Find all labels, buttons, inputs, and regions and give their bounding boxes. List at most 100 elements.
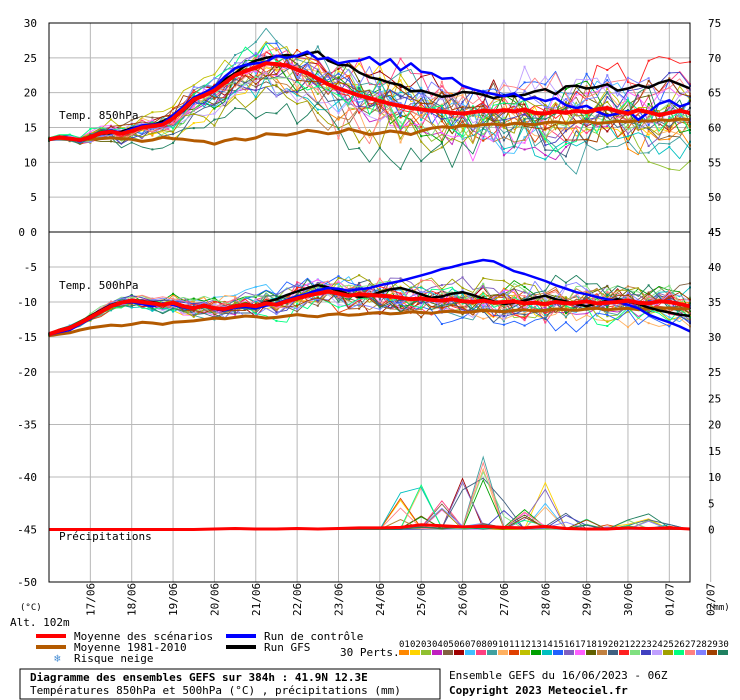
member-point <box>647 322 650 325</box>
member-point <box>378 281 381 284</box>
member-point <box>234 301 237 304</box>
member-point <box>668 325 671 328</box>
pert-swatch <box>597 650 607 655</box>
pert-number: 25 <box>663 640 674 650</box>
member-point <box>192 102 195 105</box>
member-point <box>130 295 133 298</box>
member-point <box>296 49 299 52</box>
member-line <box>48 47 691 145</box>
member-point <box>192 302 195 305</box>
member-point <box>213 106 216 109</box>
member-point <box>130 125 133 128</box>
pert-number: 12 <box>520 640 531 650</box>
member-point <box>316 70 319 73</box>
member-point <box>254 85 257 88</box>
member-point <box>668 296 671 299</box>
member-point <box>151 111 154 114</box>
member-point <box>234 295 237 298</box>
precip-member-line <box>49 455 690 530</box>
right-tick-label: 45 <box>708 226 721 239</box>
member-point <box>544 306 547 309</box>
member-point <box>296 122 299 125</box>
member-point <box>234 313 237 316</box>
member-point <box>668 108 671 111</box>
y-tick-label: 25 <box>24 52 37 65</box>
member-point <box>358 284 361 287</box>
member-point <box>606 311 609 314</box>
member-point <box>378 105 381 108</box>
member-point <box>254 77 257 80</box>
member-point <box>585 72 588 75</box>
member-point <box>461 129 464 132</box>
member-point <box>337 70 340 73</box>
member-point <box>234 96 237 99</box>
member-point <box>399 88 402 91</box>
member-point <box>172 306 175 309</box>
member-point <box>502 296 505 299</box>
member-point <box>420 86 423 89</box>
member-point <box>254 296 257 299</box>
member-point <box>110 300 113 303</box>
member-point <box>668 106 671 109</box>
member-point <box>399 277 402 280</box>
member-point <box>213 92 216 95</box>
member-point <box>668 168 671 171</box>
member-point <box>461 95 464 98</box>
member-point <box>192 89 195 92</box>
member-point <box>585 283 588 286</box>
member-point <box>523 113 526 116</box>
member-point <box>337 300 340 303</box>
member-point <box>151 309 154 312</box>
member-point <box>316 92 319 95</box>
member-point <box>440 91 443 94</box>
member-point <box>358 300 361 303</box>
member-point <box>523 65 526 68</box>
member-point <box>254 308 257 311</box>
precip-member-line <box>49 467 691 530</box>
member-point <box>337 118 340 121</box>
member-point <box>606 130 609 133</box>
member-point <box>647 77 650 80</box>
member-point <box>192 84 195 87</box>
member-point <box>461 296 464 299</box>
member-point <box>110 140 113 143</box>
member-point <box>296 286 299 289</box>
member-point <box>420 160 423 163</box>
member-point <box>378 113 381 116</box>
member-point <box>647 284 650 287</box>
x-tick-label: 19/06 <box>167 583 180 616</box>
member-point <box>440 307 443 310</box>
member-point <box>316 119 319 122</box>
member-point <box>358 97 361 100</box>
member-point <box>482 292 485 295</box>
member-point <box>213 77 216 80</box>
member-point <box>358 307 361 310</box>
member-point <box>606 145 609 148</box>
mean-line <box>48 289 691 337</box>
mean-line <box>48 61 691 142</box>
member-point <box>358 105 361 108</box>
member-point <box>358 127 361 130</box>
member-point <box>110 127 113 130</box>
panel-label-precip: Précipitations <box>59 530 152 543</box>
member-point <box>440 142 443 145</box>
member-point <box>378 88 381 91</box>
member-point <box>420 116 423 119</box>
member-point <box>358 101 361 104</box>
member-point <box>502 119 505 122</box>
member-point <box>254 51 257 54</box>
member-point <box>606 68 609 71</box>
member-point <box>254 64 257 67</box>
member-point <box>68 133 71 136</box>
member-point <box>647 291 650 294</box>
y-tick-label: -35 <box>17 419 37 432</box>
member-point <box>647 121 650 124</box>
member-point <box>399 308 402 311</box>
member-point <box>668 294 671 297</box>
member-point <box>399 96 402 99</box>
member-point <box>420 140 423 143</box>
member-point <box>254 69 257 72</box>
member-point <box>461 87 464 90</box>
member-point <box>213 118 216 121</box>
member-point <box>399 97 402 100</box>
